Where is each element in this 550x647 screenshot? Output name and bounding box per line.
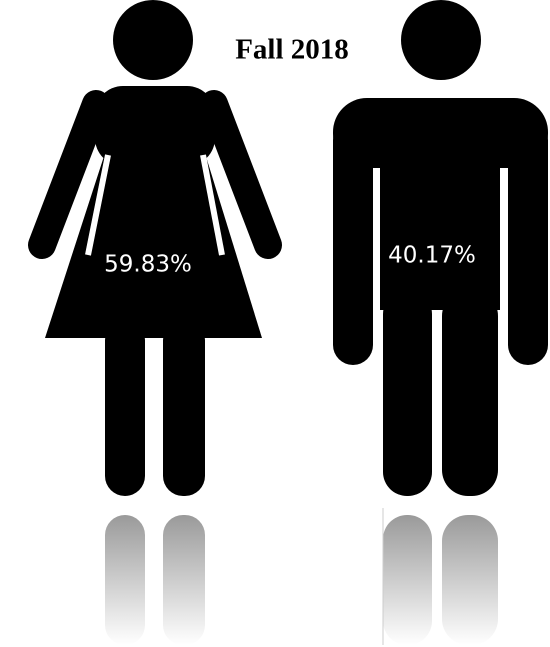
value-label: 40.17%	[388, 243, 476, 269]
torso	[380, 120, 500, 310]
arm	[28, 90, 110, 259]
arm-gap	[85, 154, 111, 256]
reflection	[163, 515, 205, 645]
head	[401, 0, 481, 80]
chart-title: Fall 2018	[235, 34, 349, 66]
torso	[95, 86, 215, 166]
reflection	[383, 515, 432, 645]
head	[113, 0, 193, 80]
value-label: 59.83%	[104, 252, 192, 278]
arm-gap	[200, 154, 225, 256]
arm	[508, 120, 548, 365]
reflection	[105, 515, 145, 645]
person-icon	[28, 0, 282, 496]
person-icon	[333, 0, 548, 496]
leg	[442, 290, 498, 496]
leg	[105, 320, 145, 496]
arm	[333, 120, 373, 365]
reflection	[442, 515, 498, 645]
arm	[200, 90, 282, 259]
leg	[163, 320, 205, 496]
reflections	[105, 508, 498, 645]
leg	[383, 290, 432, 496]
